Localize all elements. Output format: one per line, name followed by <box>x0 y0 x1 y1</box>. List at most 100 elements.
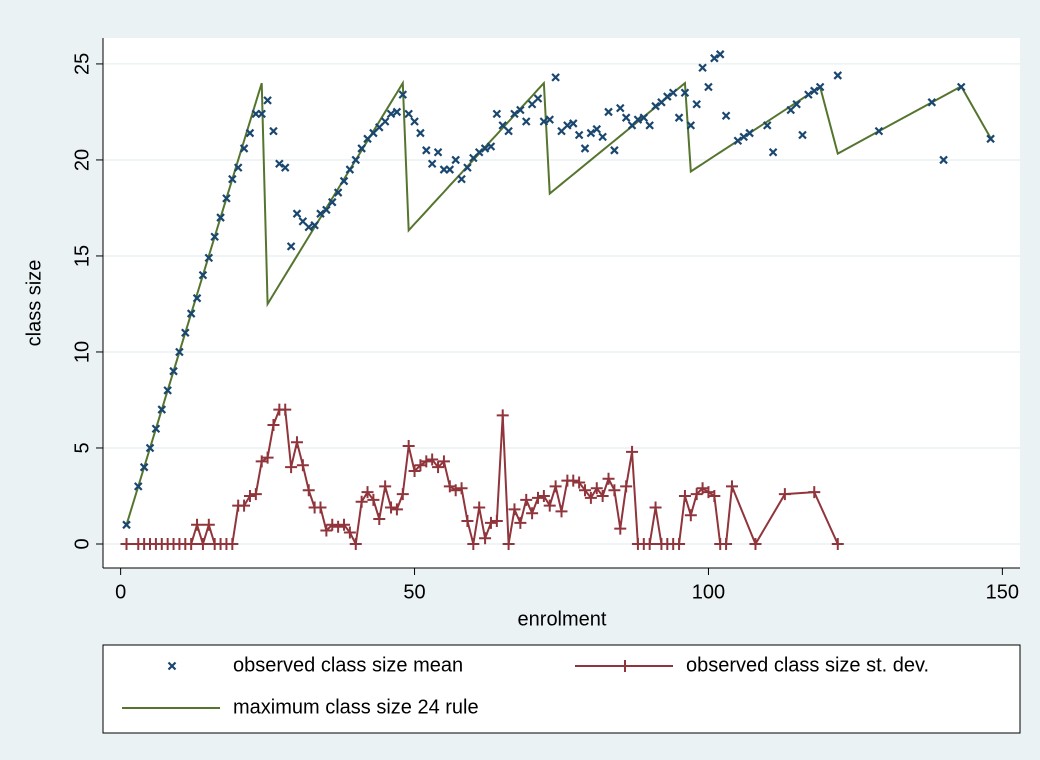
plus-marker <box>349 537 362 550</box>
x-marker <box>345 165 355 174</box>
plus-marker <box>191 518 204 531</box>
x-marker <box>792 99 801 109</box>
plus-marker <box>338 518 351 531</box>
x-marker <box>186 309 196 318</box>
x-marker <box>956 82 966 92</box>
x-marker <box>715 50 725 59</box>
x-marker <box>580 144 590 153</box>
plus-marker <box>614 522 627 535</box>
x-marker <box>616 103 625 113</box>
x-marker <box>327 197 337 207</box>
plus-marker <box>555 505 568 518</box>
plus-marker <box>261 451 274 464</box>
plus-marker <box>385 501 398 514</box>
x-marker <box>563 121 572 130</box>
x-marker <box>398 90 408 99</box>
x-marker <box>574 130 584 140</box>
plus-marker <box>573 476 586 489</box>
x-marker <box>457 174 466 184</box>
x-marker <box>181 328 190 338</box>
plus-marker <box>479 532 492 545</box>
plus-marker <box>290 436 303 449</box>
x-marker <box>433 147 443 157</box>
y-tick-label: 10 <box>71 341 93 363</box>
x-marker <box>333 188 343 197</box>
plus-marker <box>437 455 450 468</box>
x-marker <box>639 113 649 122</box>
plus-marker <box>467 537 480 550</box>
y-axis-title: class size <box>23 260 45 347</box>
plus-marker <box>508 503 521 516</box>
plus-marker <box>285 461 298 474</box>
plus-marker <box>619 660 631 672</box>
x-marker <box>304 222 314 232</box>
x-marker <box>480 144 490 153</box>
x-marker <box>216 213 225 222</box>
x-marker <box>551 73 560 82</box>
x-marker <box>422 146 431 155</box>
plus-marker <box>684 509 697 522</box>
x-tick-label: 0 <box>115 581 126 603</box>
plus-marker <box>390 503 403 516</box>
plus-marker <box>626 445 639 458</box>
x-tick-label: 100 <box>692 581 725 603</box>
x-tick-label: 150 <box>986 581 1019 603</box>
x-marker <box>733 136 743 146</box>
plus-marker <box>808 486 821 499</box>
x-marker <box>621 113 631 122</box>
x-marker <box>604 107 613 117</box>
x-marker <box>586 128 596 138</box>
x-marker <box>698 63 707 73</box>
x-marker <box>927 98 937 107</box>
legend-label: maximum class size 24 rule <box>233 696 479 718</box>
plus-marker <box>267 418 280 431</box>
x-marker <box>762 121 772 130</box>
x-marker <box>474 147 484 157</box>
plus-marker <box>526 507 539 520</box>
plus-marker <box>590 482 603 495</box>
plus-marker <box>490 514 503 527</box>
x-marker <box>451 155 460 165</box>
x-marker <box>492 109 502 119</box>
plus-marker <box>202 518 215 531</box>
x-marker <box>351 155 361 165</box>
plus-marker <box>620 480 633 493</box>
plus-marker <box>196 537 209 550</box>
x-marker <box>721 111 731 121</box>
plus-marker <box>367 493 380 506</box>
x-marker <box>245 128 255 138</box>
plus-marker <box>720 537 733 550</box>
x-marker <box>410 117 419 126</box>
x-marker <box>139 462 149 472</box>
x-axis-title: enrolment <box>518 608 607 630</box>
plus-marker <box>296 459 309 472</box>
x-marker <box>228 174 237 184</box>
x-marker <box>986 134 995 144</box>
plus-marker <box>461 514 474 527</box>
x-marker <box>768 147 778 157</box>
plus-marker <box>332 520 345 533</box>
plus-marker <box>749 537 762 550</box>
x-marker <box>380 117 390 126</box>
x-marker <box>416 128 425 138</box>
x-marker <box>704 82 713 92</box>
x-marker <box>663 92 672 101</box>
plus-marker <box>531 491 544 504</box>
x-marker <box>486 142 496 151</box>
x-marker <box>204 253 214 263</box>
x-marker <box>539 117 549 126</box>
x-marker <box>815 82 825 92</box>
x-marker <box>392 107 402 117</box>
x-marker <box>404 109 413 119</box>
x-marker <box>239 144 249 153</box>
x-marker <box>633 115 643 124</box>
plus-marker <box>449 484 462 497</box>
x-marker <box>210 232 219 242</box>
plus-marker <box>602 472 615 485</box>
plus-marker <box>543 499 556 512</box>
plus-marker <box>355 495 368 508</box>
plus-marker <box>484 516 497 529</box>
plus-marker <box>514 516 527 529</box>
y-tick-label: 5 <box>71 442 93 453</box>
